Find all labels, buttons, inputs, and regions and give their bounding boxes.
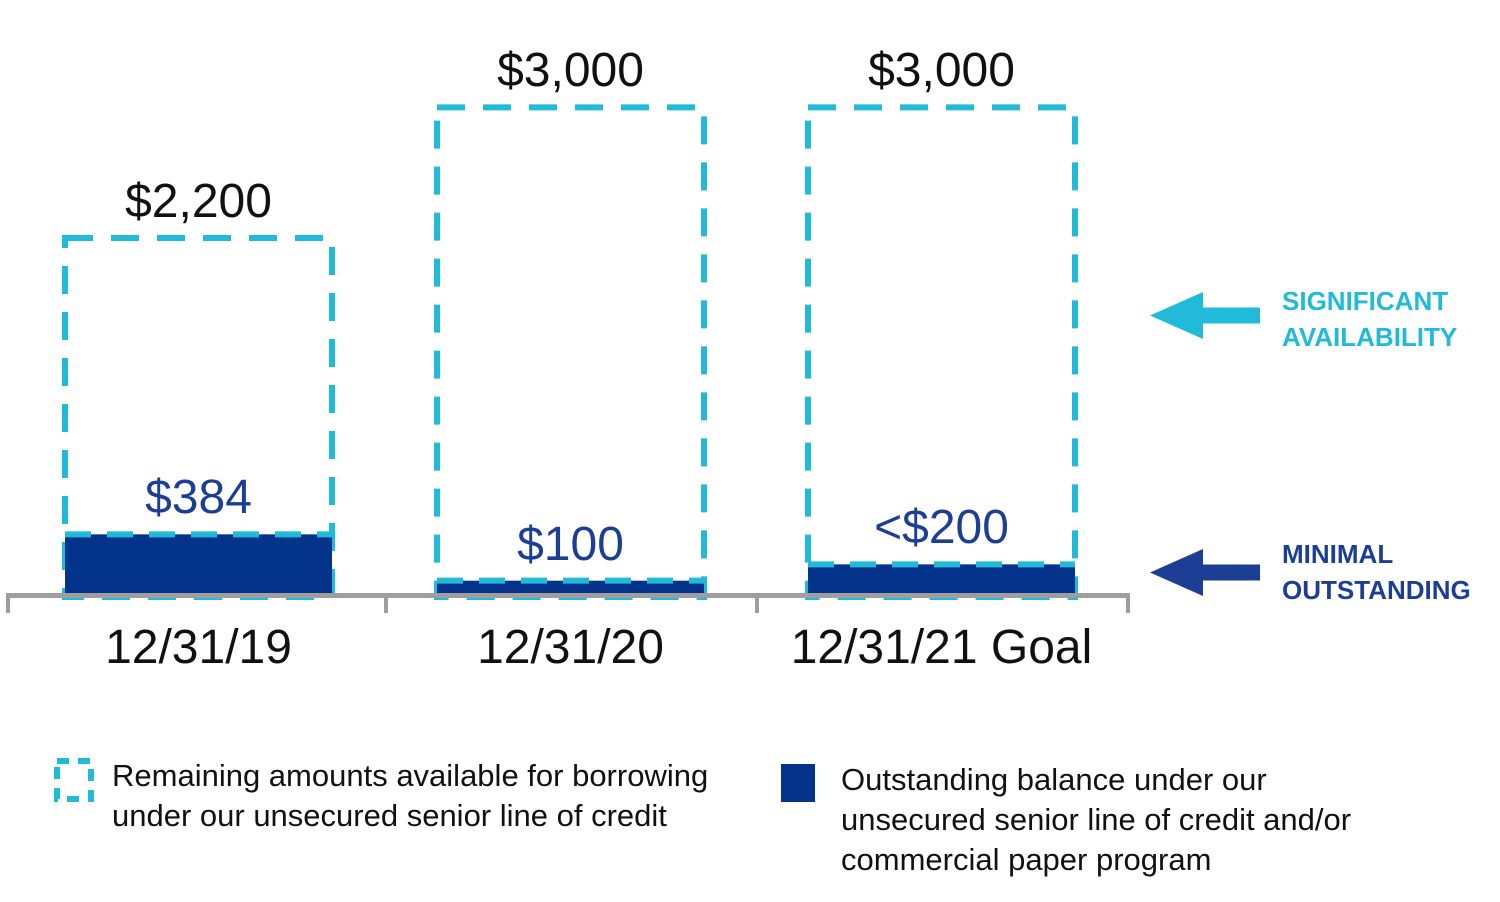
outstanding-balance-bar <box>65 534 332 597</box>
category-label: 12/31/20 <box>477 621 664 674</box>
outstanding-balance-bar <box>437 580 704 597</box>
legend-item-outstanding-label: Outstanding balance under our unsecured … <box>841 762 1352 877</box>
legend-item-available-label: Remaining amounts available for borrowin… <box>112 758 709 833</box>
plot-area: $2,200 $384 12/31/19 $3,000 $100 12/31/20 $3,0… <box>6 44 1130 674</box>
left-arrow-icon <box>1150 549 1260 596</box>
outstanding-value-label: $100 <box>517 517 624 571</box>
chart-canvas <box>6 104 1130 613</box>
minimal-outstanding-label: MINIMAL OUTSTANDING <box>1282 539 1471 605</box>
outstanding-value-label: $384 <box>145 471 252 525</box>
total-value-label: $3,000 <box>868 44 1015 98</box>
category-label: 12/31/19 <box>105 621 292 674</box>
total-value-label: $2,200 <box>125 174 272 228</box>
x-axis-tick <box>384 593 388 613</box>
total-value-label: $3,000 <box>497 44 644 98</box>
category-label: 12/31/21 Goal <box>790 621 1093 674</box>
x-axis-tick <box>6 593 10 613</box>
significant-availability-annotation <box>1150 291 1260 340</box>
outstanding-balance-bar <box>808 564 1075 597</box>
dashed-square-icon <box>54 758 94 802</box>
outstanding-value-label: <$200 <box>874 501 1009 555</box>
left-arrow-icon <box>1150 292 1260 339</box>
minimal-outstanding-annotation <box>1150 548 1260 597</box>
x-axis-line <box>8 593 1130 598</box>
x-axis-tick <box>1126 593 1130 613</box>
solid-square-icon <box>781 764 815 802</box>
x-axis-tick <box>755 593 759 613</box>
significant-availability-label: SIGNIFICANT AVAILABILITY <box>1282 286 1458 352</box>
